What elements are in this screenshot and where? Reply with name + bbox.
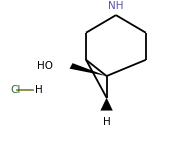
Text: NH: NH	[108, 1, 124, 11]
Text: HO: HO	[37, 61, 53, 71]
Text: H: H	[103, 117, 111, 127]
Polygon shape	[70, 63, 107, 76]
Polygon shape	[100, 98, 113, 111]
Text: Cl: Cl	[10, 85, 21, 95]
Text: H: H	[35, 85, 42, 95]
